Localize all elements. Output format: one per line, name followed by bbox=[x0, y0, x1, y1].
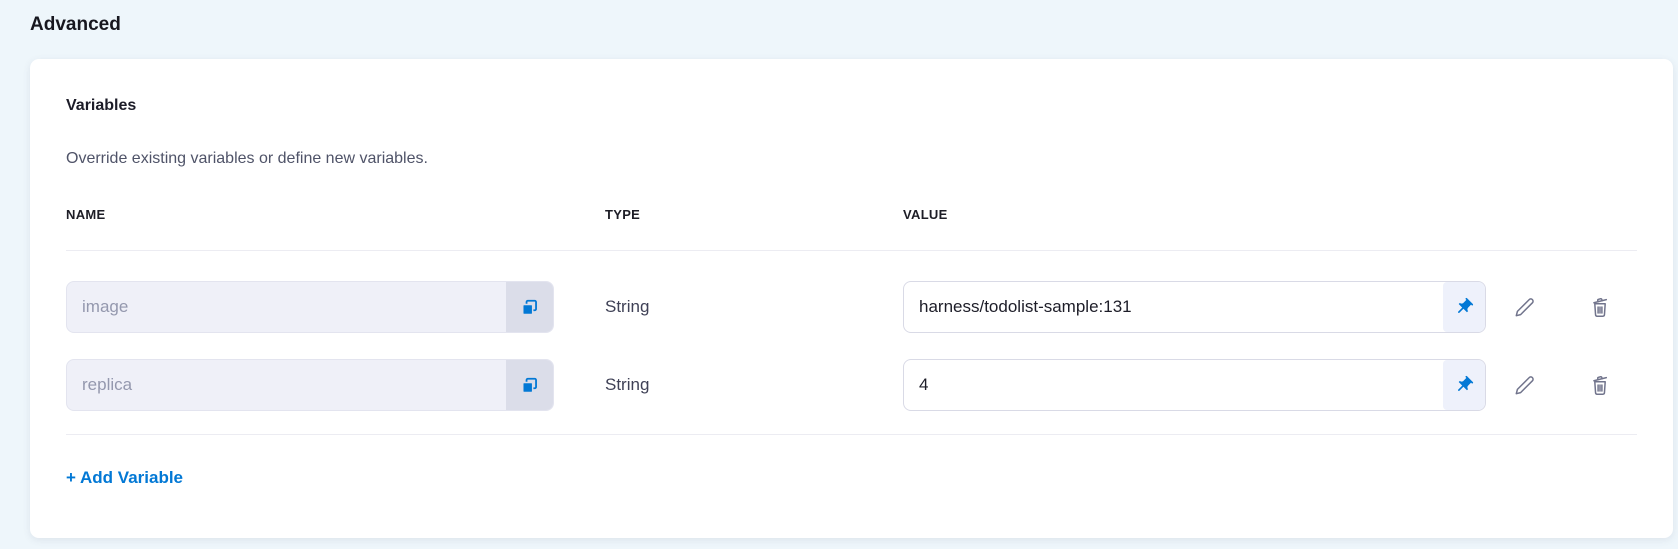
variable-name-field bbox=[66, 359, 554, 411]
edit-variable-button[interactable] bbox=[1511, 294, 1537, 320]
variable-type: String bbox=[605, 297, 650, 316]
variable-name-input[interactable] bbox=[67, 360, 506, 410]
pin-icon bbox=[1454, 375, 1474, 395]
variable-value-input[interactable] bbox=[903, 281, 1486, 333]
pin-button[interactable] bbox=[1443, 360, 1485, 410]
advanced-section-title: Advanced bbox=[30, 14, 121, 35]
delete-variable-button[interactable] bbox=[1587, 294, 1613, 320]
edit-variable-button[interactable] bbox=[1511, 372, 1537, 398]
variable-row: String bbox=[66, 359, 1637, 411]
trash-icon bbox=[1588, 295, 1612, 319]
copy-icon bbox=[520, 298, 539, 317]
pencil-icon bbox=[1512, 373, 1536, 397]
column-header-name: NAME bbox=[66, 207, 106, 222]
variables-panel-title: Variables bbox=[66, 97, 137, 114]
delete-variable-button[interactable] bbox=[1587, 372, 1613, 398]
variables-panel-description: Override existing variables or define ne… bbox=[66, 150, 428, 167]
variable-row: String bbox=[66, 281, 1637, 333]
divider bbox=[66, 434, 1637, 435]
pin-icon bbox=[1454, 297, 1474, 317]
variables-table-header: NAME TYPE VALUE bbox=[66, 207, 1637, 222]
pin-button[interactable] bbox=[1443, 282, 1485, 332]
add-variable-button[interactable]: + Add Variable bbox=[66, 468, 183, 487]
variables-card: Variables Override existing variables or… bbox=[30, 59, 1673, 538]
variable-value-field bbox=[903, 281, 1486, 333]
variable-value-input[interactable] bbox=[903, 359, 1486, 411]
divider bbox=[66, 250, 1637, 251]
variables-rows: String bbox=[66, 281, 1637, 411]
variable-name-input[interactable] bbox=[67, 282, 506, 332]
pencil-icon bbox=[1512, 295, 1536, 319]
copy-button[interactable] bbox=[506, 360, 553, 410]
column-header-type: TYPE bbox=[605, 207, 641, 222]
copy-button[interactable] bbox=[506, 282, 553, 332]
variable-value-field bbox=[903, 359, 1486, 411]
variable-type: String bbox=[605, 375, 650, 394]
copy-icon bbox=[520, 376, 539, 395]
trash-icon bbox=[1588, 373, 1612, 397]
column-header-value: VALUE bbox=[903, 207, 948, 222]
variable-name-field bbox=[66, 281, 554, 333]
